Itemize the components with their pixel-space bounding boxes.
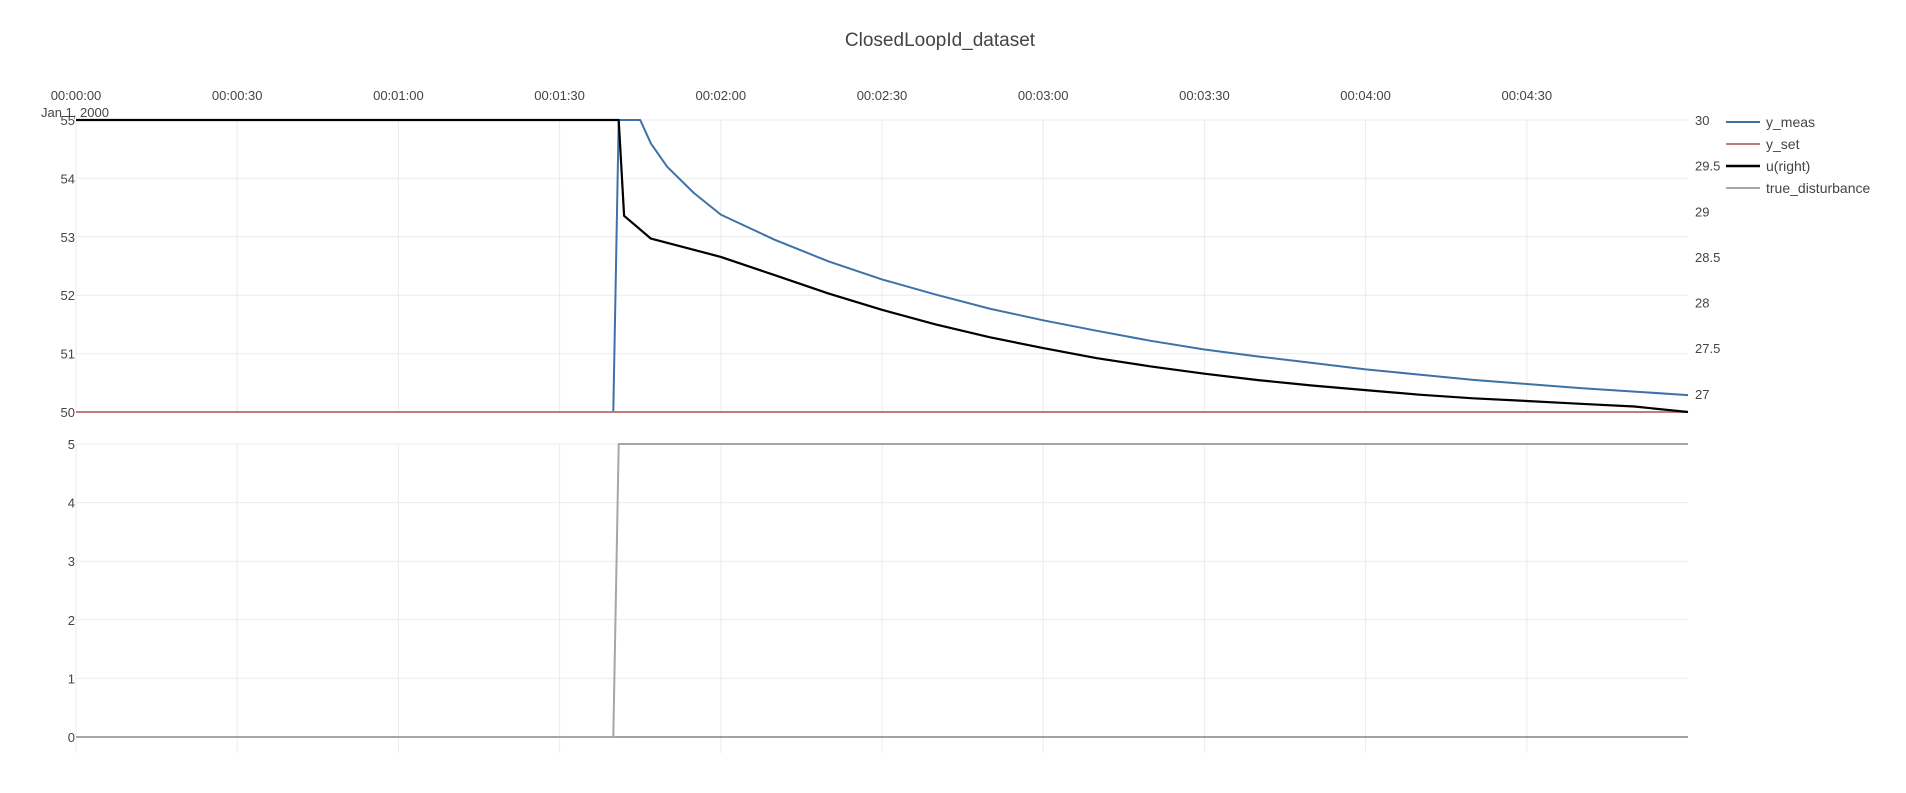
x-tick-label: 00:03:30: [1179, 88, 1230, 103]
y2-tick-label-top: 27.5: [1695, 341, 1720, 356]
x-tick-label: 00:04:00: [1340, 88, 1391, 103]
chart-title: ClosedLoopId_dataset: [845, 30, 1036, 51]
x-tick-label: 00:02:00: [695, 88, 746, 103]
y2-tick-label-top: 30: [1695, 113, 1709, 128]
y-tick-label-top: 51: [61, 347, 75, 362]
y-tick-label-top: 50: [61, 405, 75, 420]
y-tick-label-bottom: 0: [68, 730, 75, 745]
y2-tick-label-top: 29: [1695, 204, 1709, 219]
y-tick-label-bottom: 1: [68, 671, 75, 686]
x-tick-label: 00:01:30: [534, 88, 585, 103]
y2-tick-label-top: 29.5: [1695, 159, 1720, 174]
legend-entry-label: y_meas: [1766, 114, 1815, 130]
y2-tick-label-top: 28.5: [1695, 250, 1720, 265]
y2-tick-label-top: 28: [1695, 296, 1709, 311]
series-line-true-disturbance: [76, 443, 1688, 738]
y-tick-label-bottom: 5: [68, 437, 75, 452]
legend-entry-label: true_disturbance: [1766, 180, 1871, 196]
legend-entry-label: y_set: [1766, 136, 1800, 152]
y-tick-label-top: 54: [61, 171, 75, 186]
y-tick-label-top: 55: [61, 113, 75, 128]
legend-entry-label: u(right): [1766, 158, 1810, 174]
x-tick-label: 00:02:30: [857, 88, 908, 103]
x-tick-label: 00:01:00: [373, 88, 424, 103]
x-tick-label: 00:00:30: [212, 88, 263, 103]
x-tick-label: 00:00:00: [51, 88, 102, 103]
series-line-u-right-: [76, 118, 1689, 414]
y-tick-label-top: 52: [61, 288, 75, 303]
y-tick-label-bottom: 4: [68, 496, 75, 511]
series-line-y-meas: [76, 119, 1689, 413]
x-date-label: Jan 1, 2000: [41, 105, 109, 120]
x-tick-label: 00:03:00: [1018, 88, 1069, 103]
y-tick-label-bottom: 3: [68, 554, 75, 569]
y2-tick-label-top: 27: [1695, 387, 1709, 402]
y-tick-label-top: 53: [61, 230, 75, 245]
x-tick-label: 00:04:30: [1501, 88, 1552, 103]
y-tick-label-bottom: 2: [68, 613, 75, 628]
